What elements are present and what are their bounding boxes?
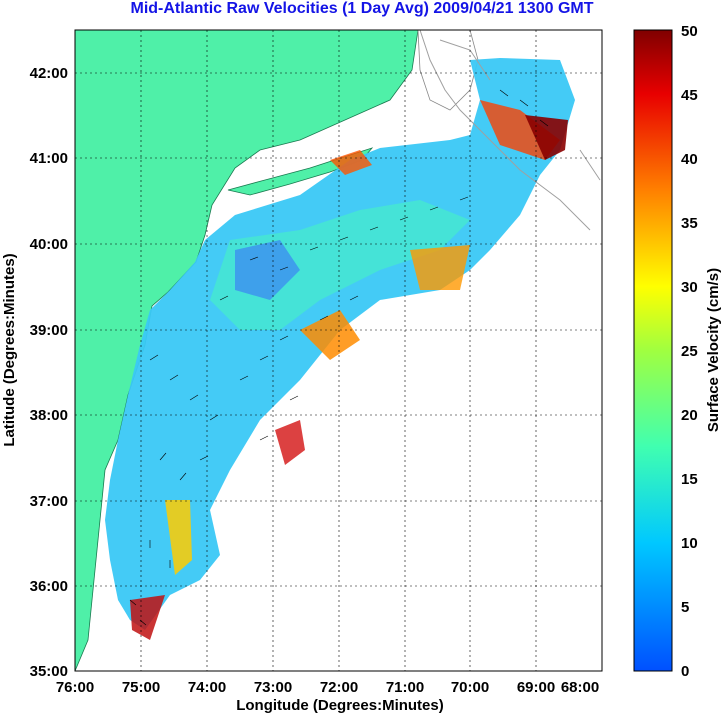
y-tick-label: 37:00 (30, 493, 68, 510)
x-tick-label: 72:00 (320, 679, 358, 696)
y-tick-label: 38:00 (30, 407, 68, 424)
x-tick-label: 70:00 (451, 679, 489, 696)
x-tick-label: 71:00 (386, 679, 424, 696)
x-axis-label: Longitude (Degrees:Minutes) (236, 697, 444, 714)
colorbar-tick: 15 (681, 471, 698, 488)
x-tick-label: 69:00 (517, 679, 555, 696)
y-tick-labels: 42:00 41:00 40:00 39:00 38:00 37:00 36:0… (30, 65, 68, 680)
x-tick-label: 73:00 (254, 679, 292, 696)
colorbar-tick: 50 (681, 23, 698, 40)
colorbar-tick: 20 (681, 407, 698, 424)
x-tick-label: 75:00 (122, 679, 160, 696)
colorbar-tick: 45 (681, 87, 698, 104)
x-tick-label: 74:00 (188, 679, 226, 696)
y-tick-label: 36:00 (30, 578, 68, 595)
colorbar-tick: 25 (681, 343, 698, 360)
y-tick-label: 39:00 (30, 322, 68, 339)
colorbar-label: Surface Velocity (cm/s) (705, 268, 722, 432)
y-tick-label: 42:00 (30, 65, 68, 82)
colorbar-tick: 35 (681, 215, 698, 232)
colorbar-tick: 40 (681, 151, 698, 168)
cape-cod (417, 30, 479, 111)
colorbar-tick: 30 (681, 279, 698, 296)
colorbar-ticks: 50 45 40 35 30 25 20 15 10 5 0 (681, 23, 698, 680)
x-tick-labels: 76:00 75:00 74:00 73:00 72:00 71:00 70:0… (56, 679, 599, 696)
y-tick-label: 35:00 (30, 663, 68, 680)
colorbar-tick: 5 (681, 599, 689, 616)
y-axis-label: Latitude (Degrees:Minutes) (1, 253, 18, 446)
y-tick-label: 41:00 (30, 150, 68, 167)
colorbar-tick: 0 (681, 663, 689, 680)
colorbar-tick: 10 (681, 535, 698, 552)
page-title: Mid-Atlantic Raw Velocities (1 Day Avg) … (130, 0, 594, 17)
grid (75, 30, 602, 671)
colorbar (633, 29, 673, 672)
velocity-arrows (129, 89, 549, 626)
x-tick-label: 76:00 (56, 679, 94, 696)
y-tick-label: 40:00 (30, 236, 68, 253)
velocity-field (105, 58, 575, 640)
plot-frame (74, 29, 603, 672)
x-tick-label: 68:00 (561, 679, 599, 696)
